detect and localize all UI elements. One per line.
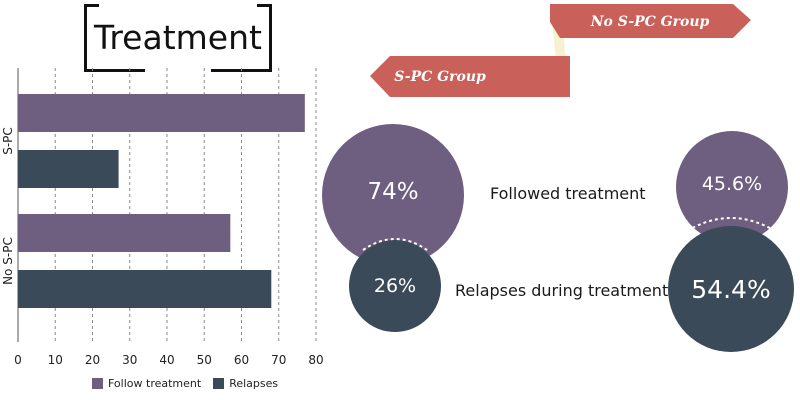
ribbon-no-spc-group: [550, 4, 751, 38]
ribbon-spc-label: S-PC Group: [394, 69, 486, 85]
legend-swatch-follow: [92, 378, 103, 389]
legend-item-follow: Follow treatment: [92, 377, 201, 390]
followed-treatment-label: Followed treatment: [490, 184, 646, 203]
group-ribbons: No S-PC Group S-PC Group: [370, 4, 751, 97]
legend-label-follow: Follow treatment: [108, 377, 202, 390]
x-tick-label-20: 20: [85, 353, 100, 367]
x-tick-label-10: 10: [48, 353, 63, 367]
spc-relapses-value: 26%: [373, 275, 417, 297]
legend-swatch-relapses: [213, 378, 225, 389]
x-tick-label-50: 50: [197, 353, 212, 367]
x-tick-label-0: 0: [14, 353, 22, 367]
category-label-no-s-pc: No S-PC: [1, 237, 15, 285]
no-spc-relapses-value: 54.4%: [691, 274, 771, 304]
x-tick-label-60: 60: [234, 353, 249, 367]
spc-relapses-circle: 26%: [349, 240, 441, 332]
bar-no-s-pc-relapses: [18, 270, 272, 308]
title-block: Treatment: [84, 4, 272, 72]
bar-s-pc-relapses: [18, 150, 119, 188]
no-spc-followed-value: 45.6%: [701, 173, 763, 195]
bracket-bottom-left: [84, 33, 145, 72]
category-label-s-pc: S-PC: [1, 127, 15, 155]
bar-s-pc-follow: [18, 94, 305, 132]
legend-label-relapses: Relapses: [229, 377, 279, 390]
bracket-top-right: [257, 4, 272, 37]
ribbon-spc-group: [370, 56, 570, 97]
legend-item-relapses: Relapses: [213, 377, 278, 390]
x-tick-label-30: 30: [122, 353, 137, 367]
relapses-treatment-label: Relapses during treatment: [455, 281, 669, 300]
x-tick-label-70: 70: [271, 353, 286, 367]
page-title: Treatment: [94, 18, 262, 57]
bracket-top-left: [84, 4, 99, 37]
spc-followed-value: 74%: [367, 179, 419, 205]
chart-legend: Follow treatment Relapses: [92, 377, 290, 390]
x-tick-label-40: 40: [159, 353, 174, 367]
ribbon-no-spc-label: No S-PC Group: [590, 14, 710, 30]
no-spc-relapses-circle: 54.4%: [668, 226, 794, 352]
bar-chart: 0 10 20 30 40 50 60 70 80 S-PC No S-PC: [1, 68, 324, 367]
bar-no-s-pc-follow: [18, 214, 231, 252]
x-tick-label-80: 80: [308, 353, 323, 367]
